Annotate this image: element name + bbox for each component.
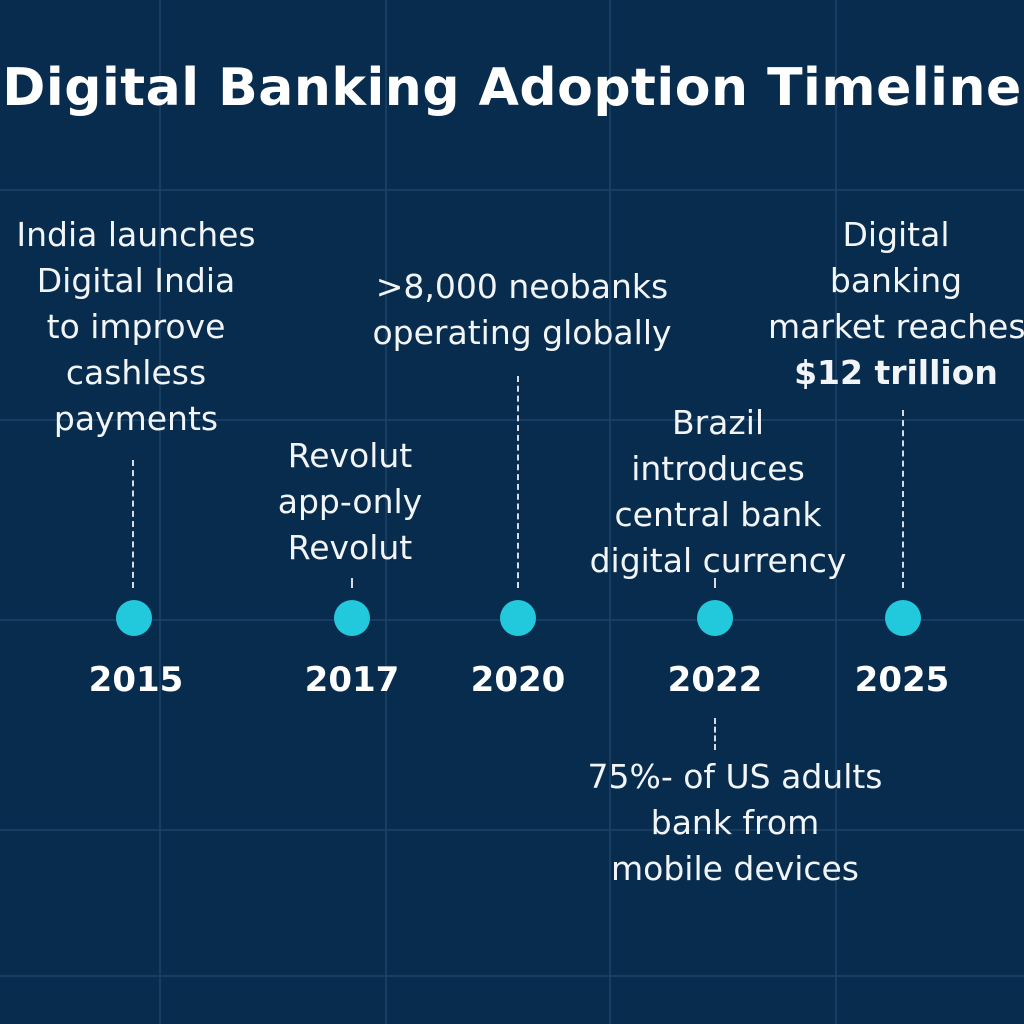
event-2017-line-1: Revolut — [287, 436, 413, 475]
connector-2022-above — [714, 578, 716, 588]
timeline-dot-2015 — [116, 600, 152, 636]
event-2022-above-line-4: digital currency — [589, 541, 847, 580]
event-2022-below-line-3: mobile devices — [611, 849, 859, 888]
event-2017-line-2: app-only — [277, 482, 423, 521]
event-2022-above: Brazil introduces central bank digital c… — [568, 400, 868, 584]
timeline-dot-2020 — [500, 600, 536, 636]
timeline-dot-2017 — [334, 600, 370, 636]
connector-2022-below — [714, 718, 716, 750]
event-2015-line-5: payments — [53, 399, 219, 438]
year-label-2025: 2025 — [854, 660, 950, 700]
connector-2017 — [351, 578, 353, 588]
event-2025-line-1: Digital — [842, 215, 950, 254]
year-label-2015: 2015 — [88, 660, 184, 700]
year-label-2017: 2017 — [304, 660, 400, 700]
event-2020: >8,000 neobanks operating globally — [352, 264, 692, 356]
event-2022-below: 75%- of US adults bank from mobile devic… — [575, 754, 895, 892]
event-2022-above-line-1: Brazil — [671, 403, 765, 442]
event-2022-above-line-3: central bank — [614, 495, 822, 534]
event-2025-line-4: $12 trillion — [794, 353, 998, 392]
event-2025-line-3: market reaches — [768, 307, 1024, 346]
event-2022-below-line-1: 75%- of US adults — [587, 757, 883, 796]
event-2015-line-4: cashless — [65, 353, 207, 392]
connector-2015 — [132, 460, 134, 588]
event-2015-line-1: India launches — [16, 215, 256, 254]
event-2022-below-line-2: bank from — [650, 803, 820, 842]
year-label-2020: 2020 — [470, 660, 566, 700]
connector-2020 — [517, 376, 519, 588]
event-2020-line-1: >8,000 neobanks — [375, 267, 669, 306]
event-2017-line-3: Revolut — [287, 528, 413, 567]
event-2022-above-line-2: introduces — [631, 449, 805, 488]
event-2025: Digital banking market reaches $12 trill… — [768, 212, 1024, 396]
event-2015-line-2: Digital India — [36, 261, 236, 300]
event-2020-line-2: operating globally — [372, 313, 672, 352]
timeline-dot-2022 — [697, 600, 733, 636]
event-2015-line-3: to improve — [46, 307, 226, 346]
timeline-dot-2025 — [885, 600, 921, 636]
event-2017: Revolut app-only Revolut — [250, 433, 450, 571]
event-2015: India launches Digital India to improve … — [0, 212, 272, 442]
event-2025-line-2: banking — [829, 261, 963, 300]
page-title: Digital Banking Adoption Timeline — [2, 58, 1022, 118]
year-label-2022: 2022 — [667, 660, 763, 700]
connector-2025 — [902, 410, 904, 588]
